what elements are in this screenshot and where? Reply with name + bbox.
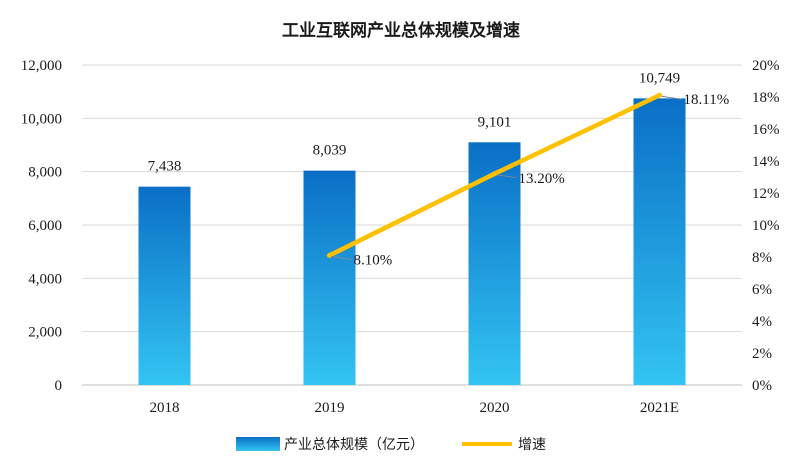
line-series (327, 92, 662, 258)
left-tick-label: 0 (55, 378, 63, 394)
legend-line-label: 增速 (518, 437, 546, 453)
chart-title: 工业互联网产业总体规模及增速 (282, 20, 520, 41)
legend-bar-label: 产业总体规模（亿元） (284, 437, 424, 453)
bar-data-label: 7,438 (148, 159, 182, 175)
left-tick-label: 6,000 (28, 218, 62, 234)
bar (468, 142, 521, 385)
line-data-label: 8.10% (354, 252, 393, 268)
label-leader (661, 95, 682, 100)
label-leader (496, 174, 517, 179)
right-tick-label: 10% (752, 218, 780, 234)
x-tick-label: 2021E (640, 400, 679, 416)
right-axis: 0% 2% 4% 6% 8% 10% 12% 14% 16% 18% 20% (752, 58, 780, 394)
right-tick-label: 4% (752, 314, 772, 330)
x-tick-label: 2018 (150, 400, 180, 416)
gridlines (82, 64, 742, 386)
bar (303, 170, 356, 385)
bar-data-label: 8,039 (313, 143, 347, 159)
line-data-label: 13.20% (519, 171, 565, 187)
right-tick-label: 0% (752, 378, 772, 394)
bar (138, 186, 191, 385)
left-tick-label: 2,000 (28, 325, 62, 341)
bar-data-labels: 7,438 8,039 9,101 10,749 (148, 70, 681, 174)
left-tick-label: 10,000 (21, 111, 62, 127)
legend-bar-swatch (236, 437, 280, 451)
left-axis: 0 2,000 4,000 6,000 8,000 10,000 12,000 (21, 58, 62, 394)
bar-data-label: 10,749 (639, 70, 680, 86)
right-tick-label: 2% (752, 346, 772, 362)
left-tick-label: 4,000 (28, 271, 62, 287)
right-tick-label: 12% (752, 186, 780, 202)
right-tick-label: 18% (752, 90, 780, 106)
bar-series (138, 98, 686, 386)
right-tick-label: 6% (752, 282, 772, 298)
label-leader (331, 255, 352, 260)
x-tick-label: 2020 (480, 400, 510, 416)
legend: 产业总体规模（亿元） 增速 (236, 437, 546, 453)
growth-point (492, 171, 497, 177)
bar-data-label: 9,101 (478, 114, 512, 130)
x-axis: 2018 2019 2020 2021E (150, 400, 680, 416)
right-tick-label: 20% (752, 58, 780, 74)
right-tick-label: 14% (752, 154, 780, 170)
growth-point (327, 252, 332, 258)
right-tick-label: 16% (752, 122, 780, 138)
line-data-labels: 8.10% 13.20% 18.11% (331, 92, 730, 268)
left-tick-label: 12,000 (21, 58, 62, 74)
bar (633, 98, 686, 386)
line-data-label: 18.11% (684, 92, 730, 108)
x-tick-label: 2019 (315, 400, 345, 416)
right-tick-label: 8% (752, 250, 772, 266)
left-tick-label: 8,000 (28, 165, 62, 181)
growth-point (657, 92, 662, 98)
